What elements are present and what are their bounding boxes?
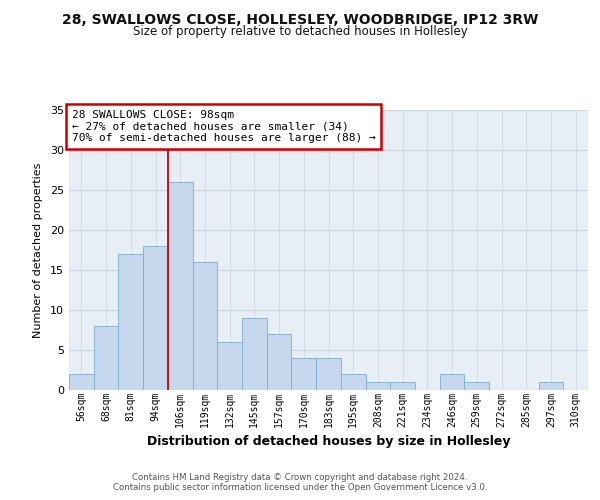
Text: Contains HM Land Registry data © Crown copyright and database right 2024.: Contains HM Land Registry data © Crown c… — [132, 472, 468, 482]
Text: 28 SWALLOWS CLOSE: 98sqm
← 27% of detached houses are smaller (34)
70% of semi-d: 28 SWALLOWS CLOSE: 98sqm ← 27% of detach… — [71, 110, 376, 143]
Bar — [168, 182, 193, 390]
Bar — [365, 382, 390, 390]
Bar — [69, 374, 94, 390]
Bar — [316, 358, 341, 390]
Text: 28, SWALLOWS CLOSE, HOLLESLEY, WOODBRIDGE, IP12 3RW: 28, SWALLOWS CLOSE, HOLLESLEY, WOODBRIDG… — [62, 12, 538, 26]
Bar — [143, 246, 168, 390]
Bar — [267, 334, 292, 390]
Bar — [193, 262, 217, 390]
Bar — [464, 382, 489, 390]
Bar — [292, 358, 316, 390]
Bar — [242, 318, 267, 390]
Y-axis label: Number of detached properties: Number of detached properties — [33, 162, 43, 338]
Bar — [341, 374, 365, 390]
Bar — [440, 374, 464, 390]
Bar — [539, 382, 563, 390]
Bar — [94, 326, 118, 390]
X-axis label: Distribution of detached houses by size in Hollesley: Distribution of detached houses by size … — [147, 435, 510, 448]
Text: Size of property relative to detached houses in Hollesley: Size of property relative to detached ho… — [133, 25, 467, 38]
Bar — [118, 254, 143, 390]
Bar — [217, 342, 242, 390]
Bar — [390, 382, 415, 390]
Text: Contains public sector information licensed under the Open Government Licence v3: Contains public sector information licen… — [113, 484, 487, 492]
